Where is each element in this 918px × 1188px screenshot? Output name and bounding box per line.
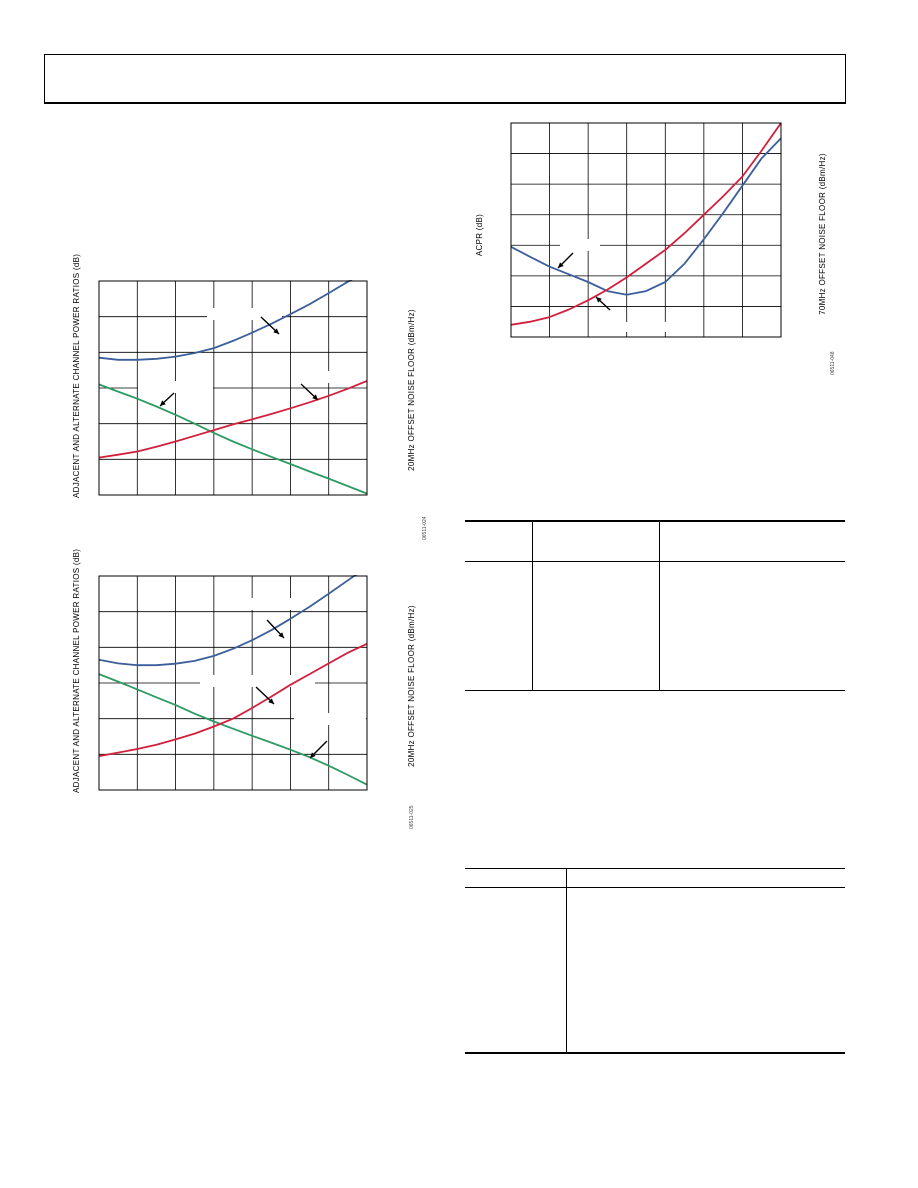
table1-col-divider <box>532 522 533 690</box>
plot-frame <box>98 575 368 791</box>
annotation-arrowhead <box>310 752 316 758</box>
annotation-label-gap <box>294 371 366 383</box>
chart2-y2label: 20MHz OFFSET NOISE FLOOR (dBm/Hz) <box>407 605 416 767</box>
series-line-noise_floor <box>98 642 368 757</box>
chart3-plot <box>510 122 782 338</box>
chart2-ylabel: ADJACENT AND ALTERNATE CHANNEL POWER RAT… <box>72 548 81 793</box>
annotation-arrowhead <box>558 262 564 268</box>
annotation-arrowhead <box>160 400 166 406</box>
annotation-label-gap <box>207 308 282 320</box>
annotation-arrowhead <box>268 698 274 704</box>
table1-bottom-rule <box>465 690 845 691</box>
chart2-figure-id: 06511-025 <box>409 805 415 829</box>
annotation-label-gap <box>560 239 600 251</box>
chart2-plot <box>98 575 368 791</box>
annotation-label-gap <box>592 322 670 332</box>
plot-frame <box>98 280 368 496</box>
chart3-ylabel: ACPR (dB) <box>475 213 484 257</box>
series-line-alternate <box>98 673 368 786</box>
series-line-adjacent <box>98 280 353 361</box>
table1-col-divider <box>659 522 660 690</box>
plot-frame <box>510 122 782 338</box>
table2-header-rule <box>465 887 845 888</box>
annotation-arrowhead <box>312 394 318 400</box>
chart1-ylabel: ADJACENT AND ALTERNATE CHANNEL POWER RAT… <box>72 253 81 498</box>
page-header <box>44 54 846 104</box>
series-line-noise_floor <box>510 122 782 326</box>
series-line-acpr <box>510 137 782 296</box>
annotation-label-gap <box>200 675 315 687</box>
annotation-arrowhead <box>596 297 602 303</box>
series-line-alternate <box>98 383 368 495</box>
series-line-noise_floor <box>98 380 368 459</box>
table1-header-rule <box>465 561 845 562</box>
chart3-y2label: 70MHz OFFSET NOISE FLOOR (dBm/Hz) <box>818 153 827 315</box>
chart3-figure-id: 06511-048 <box>830 351 836 375</box>
table2-top-rule <box>465 868 845 869</box>
annotation-arrowhead <box>278 632 284 638</box>
chart1-y2label: 20MHz OFFSET NOISE FLOOR (dBm/Hz) <box>407 309 416 471</box>
annotation-arrowhead <box>273 328 279 334</box>
chart1-plot <box>98 280 368 496</box>
table1-top-rule <box>465 520 845 522</box>
table2-bottom-rule <box>465 1052 845 1054</box>
series-line-adjacent <box>98 575 358 667</box>
annotation-label-gap <box>138 381 213 393</box>
annotation-label-gap <box>216 598 300 610</box>
chart1-figure-id: 06511-024 <box>422 516 428 540</box>
table2-col-divider <box>566 869 567 1052</box>
annotation-label-gap <box>294 713 366 725</box>
